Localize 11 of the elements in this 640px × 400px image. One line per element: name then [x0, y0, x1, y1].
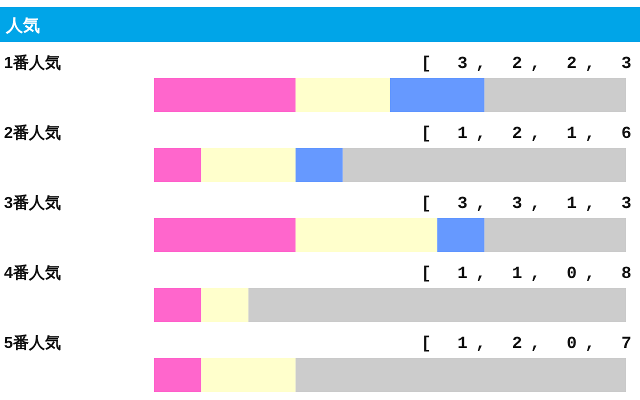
- category-label: 4番人気: [4, 265, 61, 282]
- annotation: [ 1, 1, 0, 8: [421, 265, 640, 284]
- title: 人気: [6, 16, 40, 35]
- category-label: 2番人気: [4, 125, 61, 142]
- annotation: [ 1, 2, 0, 7: [421, 335, 640, 354]
- annotation: [ 1, 2, 1, 6: [421, 125, 640, 144]
- annotation: [ 3, 3, 1, 3: [421, 195, 640, 214]
- category-label: 3番人気: [4, 195, 61, 212]
- category-label: 1番人気: [4, 55, 61, 72]
- annotation: [ 3, 2, 2, 3: [421, 55, 640, 74]
- category-label: 5番人気: [4, 335, 61, 352]
